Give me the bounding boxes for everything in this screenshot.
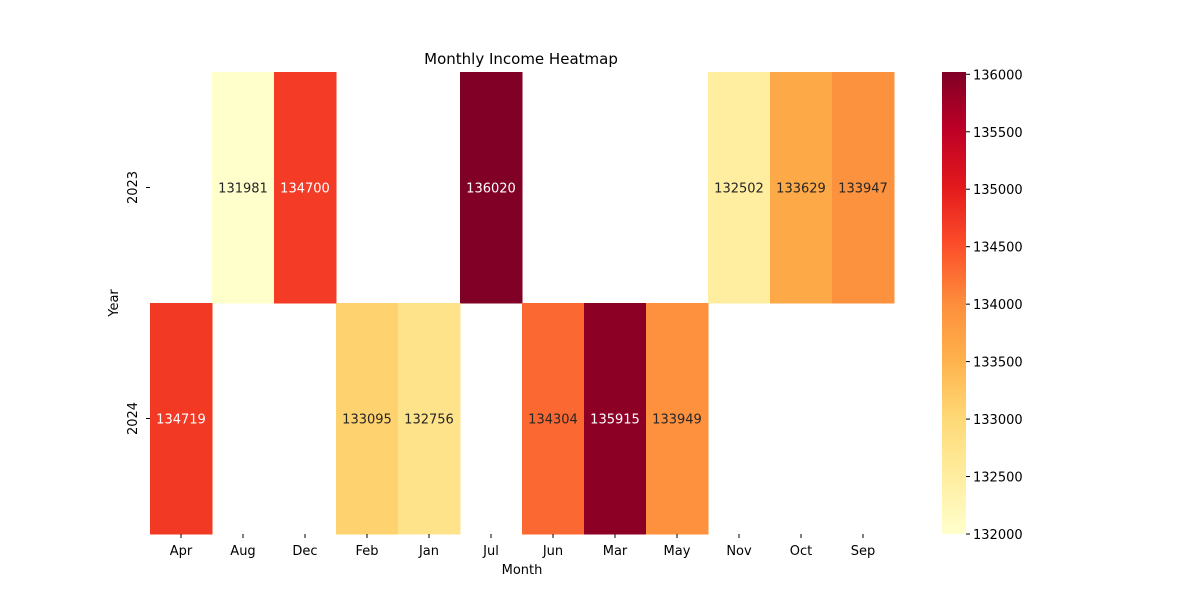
heatmap-cell [522,303,585,535]
x-tick-label: Aug [230,544,255,559]
cell-label: 132756 [404,413,454,428]
cell-label: 136020 [466,182,516,197]
colorbar-tick-label: 135500 [973,126,1023,141]
x-axis: Apr Aug Dec Feb Jan Jul Jun Mar May Nov Oct Sep [170,534,876,559]
cell-label: 134304 [528,413,578,428]
x-axis-label: Month [502,563,543,578]
x-tick-label: Jun [542,544,563,559]
x-tick-label: Sep [851,544,876,559]
y-tick-label: 2024 [126,402,141,435]
cell-label: 134700 [280,182,330,197]
x-tick-label: Jan [418,544,439,559]
x-tick-label: Dec [292,544,317,559]
x-tick-label: Jul [482,544,499,559]
heatmap-cell [398,303,461,535]
cell-label: 135915 [590,413,640,428]
cell-label: 134719 [156,413,206,428]
x-tick-label: Oct [790,544,812,559]
y-tick-label: 2023 [126,171,141,204]
colorbar: 132000 132500 133000 133500 134000 134500 1350… [942,68,1023,543]
heatmap-cell [460,72,523,304]
colorbar-tick-label: 132000 [973,528,1023,543]
colorbar-tick-label: 132500 [973,471,1023,486]
colorbar-tick-label: 136000 [973,68,1023,83]
colorbar-tick-label: 133500 [973,356,1023,371]
heatmap-cell [646,303,709,535]
heatmap-cell [708,72,771,304]
y-axis-label: Year [107,289,122,318]
heatmap-cell [584,303,647,535]
x-tick-label: Apr [170,544,193,559]
heatmap-cell [150,303,213,535]
heatmap-cell [336,303,399,535]
heatmap-cell [770,72,833,304]
cell-label: 133949 [652,413,702,428]
colorbar-tick-label: 135000 [973,183,1023,198]
colorbar-tick-label: 134500 [973,241,1023,256]
x-tick-label: May [664,544,691,559]
x-tick-label: Nov [726,544,752,559]
heatmap-cell [274,72,337,304]
colorbar-gradient [942,72,966,534]
colorbar-tick-label: 133000 [973,413,1023,428]
x-tick-label: Feb [355,544,378,559]
y-axis: 2023 2024 [126,171,150,435]
cell-label: 133629 [776,182,826,197]
heatmap-cell [832,72,895,304]
chart-title: Monthly Income Heatmap [424,50,618,68]
cell-label: 131981 [218,182,268,197]
heatmap-cells: 131981 134700 136020 132502 133629 133947 1347… [150,72,895,535]
colorbar-tick-label: 134000 [973,298,1023,313]
cell-label: 132502 [714,182,764,197]
x-tick-label: Mar [603,544,628,559]
heatmap-cell [212,72,275,304]
cell-label: 133095 [342,413,392,428]
cell-label: 133947 [838,182,888,197]
